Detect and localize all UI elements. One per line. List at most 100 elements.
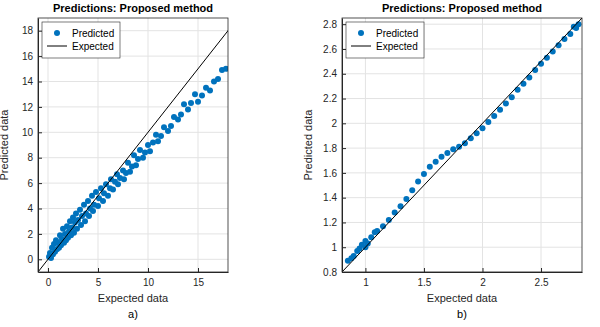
point [100,198,106,204]
tick: 2 [480,268,486,288]
tick-label: 2.2 [323,93,337,104]
plot-frame [38,18,228,272]
tick: 2 [331,118,346,129]
background [0,0,600,327]
tick-label: 2 [27,229,33,240]
legend: PredictedExpected [346,22,424,58]
legend-swatch [358,30,364,36]
tick-label: 4 [27,203,33,214]
grid-line [38,259,228,260]
point [142,150,148,156]
point [185,106,191,112]
tick-label: 1.5 [417,277,431,288]
point [199,92,205,98]
tick-mark [38,259,42,260]
point [158,133,164,139]
point [433,159,439,165]
tick-mark [38,82,42,83]
tick-mark [38,107,42,108]
point [115,181,121,187]
tick: 4 [27,203,42,214]
point [409,187,415,193]
tick-mark [48,268,49,272]
reference-line [342,18,582,272]
figure: 051015024681012141618Predictions: Propos… [0,0,600,327]
point [207,87,213,93]
point [93,189,99,195]
point [215,76,221,82]
tick: 1 [331,242,346,253]
x-axis-title: Expected data [98,292,169,304]
tick-label: 2.8 [323,19,337,30]
grid [342,18,582,272]
point [150,139,156,145]
tick-mark [342,148,346,149]
point [421,171,427,177]
tick-label: 1.2 [323,217,337,228]
grid [38,18,228,272]
point [365,241,371,247]
point [110,186,116,192]
tick-mark [342,74,346,75]
grid-line [342,148,582,149]
legend: PredictedExpected [42,22,120,58]
tick-mark [38,158,42,159]
tick: 0.8 [323,267,346,278]
tick: 8 [27,152,42,163]
tick-label: 5 [96,277,102,288]
plot-area [342,18,582,272]
tick-mark [541,268,542,272]
x-axis-title: Expected data [427,292,498,304]
tick: 10 [22,127,42,138]
tick-mark [38,183,42,184]
tick: 16 [22,51,42,62]
tick-mark [342,123,346,124]
tick-label: 10 [22,127,34,138]
y-axis-title: Predicted data [302,109,314,181]
tick: 10 [143,268,155,288]
tick: 1.8 [323,143,346,154]
point [168,123,174,129]
tick-mark [98,268,99,272]
point [86,213,92,219]
tick-label: 2.5 [535,277,549,288]
point [85,198,91,204]
point [98,185,104,191]
point [165,128,171,134]
tick-label: 2 [480,277,486,288]
caption: a) [128,308,138,320]
grid-line [38,208,228,209]
tick-mark [38,31,42,32]
axis-line [343,272,583,273]
tick-label: 2 [331,118,337,129]
point [133,162,139,168]
title: Predictions: Proposed method [382,2,542,14]
tick-label: 1.6 [323,168,337,179]
point [95,203,101,209]
grid-line [38,106,228,107]
tick-mark [38,209,42,210]
tick: 6 [27,178,42,189]
tick-mark [424,268,425,272]
point [188,100,194,106]
point [155,138,161,144]
marks [38,18,228,272]
tick: 0 [27,254,42,265]
grid-line [482,18,483,272]
grid-line [342,247,582,248]
point [135,156,141,162]
tick-label: 12 [22,102,34,113]
plot-area [38,18,228,272]
tick: 1.4 [323,192,346,203]
tick-label: 1.4 [323,192,337,203]
tick: 2.4 [323,68,346,79]
tick-label: 8 [27,152,33,163]
tick-label: 6 [27,178,33,189]
point [195,99,201,105]
tick: 15 [193,268,205,288]
tick: 5 [96,268,102,288]
legend-swatch [54,30,60,36]
tick-mark [342,49,346,50]
point [223,66,228,72]
tick-label: 18 [22,25,34,36]
